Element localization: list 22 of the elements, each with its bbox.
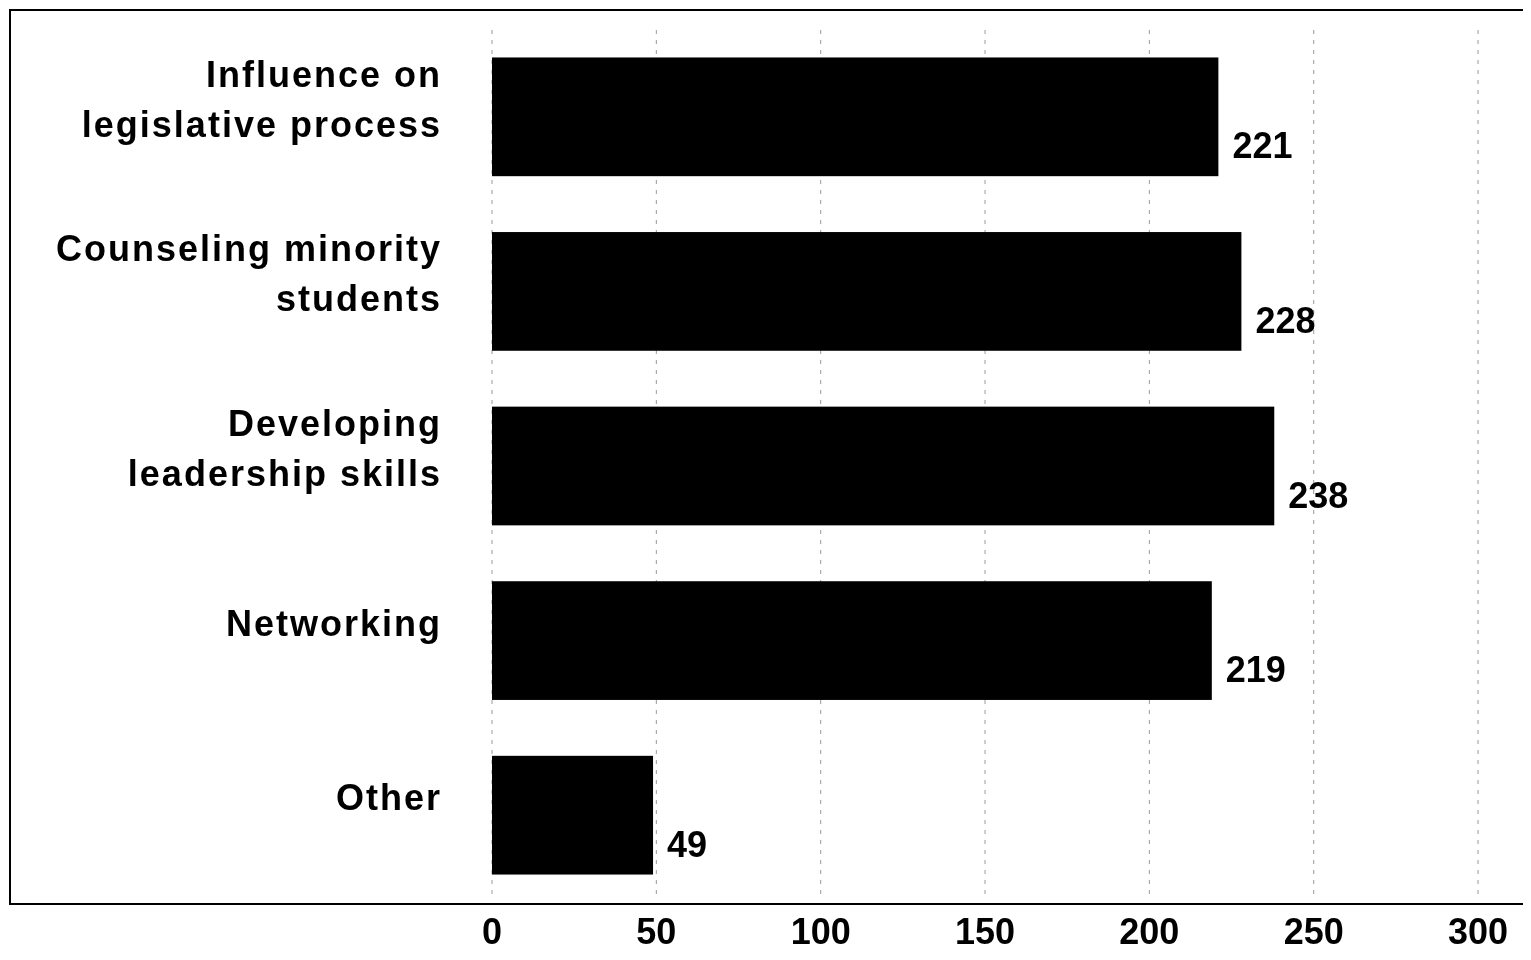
bar xyxy=(492,57,1219,177)
y-tick-label: Influence on legislative process xyxy=(81,53,442,145)
data-label: 221 xyxy=(1232,125,1293,167)
x-tick-label: 100 xyxy=(790,911,851,952)
y-tick-label: Other xyxy=(335,777,442,819)
x-tick-label: 200 xyxy=(1119,911,1180,952)
x-tick-label: 250 xyxy=(1283,911,1344,952)
bar xyxy=(492,581,1212,700)
data-label: 238 xyxy=(1288,474,1349,516)
x-tick-label: 150 xyxy=(954,911,1016,952)
data-label: 228 xyxy=(1255,299,1316,341)
x-tick-label: 300 xyxy=(1448,911,1509,952)
x-tick-label: 0 xyxy=(481,911,503,952)
y-tick-label: Networking xyxy=(225,602,442,644)
data-label: 49 xyxy=(667,823,708,865)
x-tick-label: 50 xyxy=(636,911,677,952)
bar xyxy=(492,755,654,875)
bar xyxy=(492,406,1275,526)
y-tick-label: Developing leadership skills xyxy=(127,403,442,494)
y-tick-label: Counseling minority students xyxy=(55,228,442,320)
data-label: 219 xyxy=(1225,649,1286,691)
bar xyxy=(492,232,1242,351)
